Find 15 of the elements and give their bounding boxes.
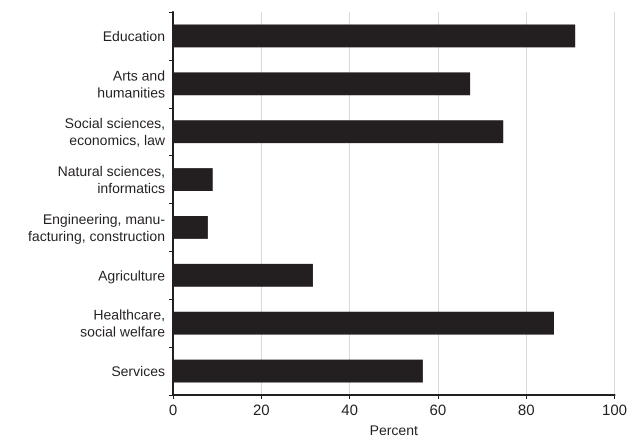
x-tick-label: 80 bbox=[518, 402, 535, 419]
x-tick-label: 40 bbox=[341, 402, 358, 419]
x-tick-label: 100 bbox=[602, 402, 627, 419]
x-tick-label: 60 bbox=[430, 402, 446, 419]
y-tick-label: Education bbox=[102, 28, 165, 44]
y-tick-label: Healthcare, social welfare bbox=[80, 306, 166, 340]
y-tick-label: Services bbox=[111, 363, 165, 380]
y-tick-label: Natural sciences, informatics bbox=[58, 163, 165, 196]
y-tick-label: Engineering, manu- facturing, construction bbox=[28, 210, 166, 244]
y-tick-label: Social sciences, economics, law bbox=[64, 115, 166, 148]
x-tick-label: 0 bbox=[168, 402, 178, 419]
x-axis-title: Percent bbox=[370, 422, 418, 438]
y-tick-label: Agriculture bbox=[98, 267, 166, 284]
y-tick-label: Arts and humanities bbox=[97, 67, 165, 100]
x-tick-label: 20 bbox=[252, 402, 270, 419]
